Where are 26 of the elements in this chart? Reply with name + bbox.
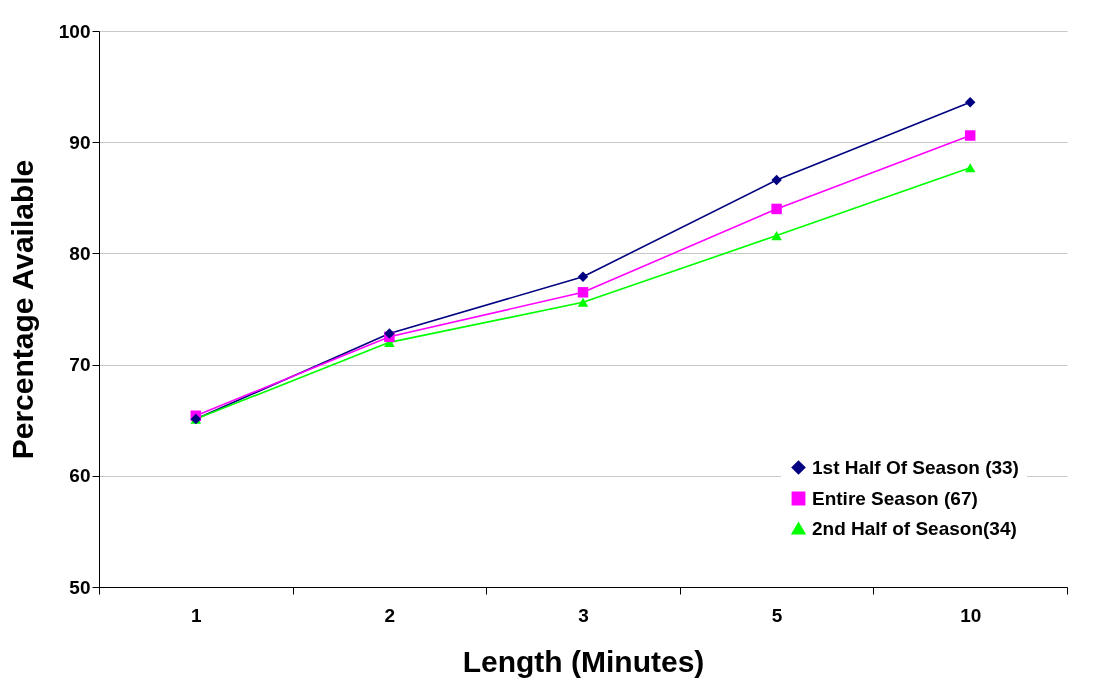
legend-label: Entire Season (67) — [812, 487, 978, 509]
x-tick-label: 10 — [960, 604, 982, 626]
x-tick-label: 5 — [771, 604, 783, 626]
point — [577, 297, 589, 307]
point — [577, 271, 589, 282]
point — [771, 203, 782, 215]
x-axis-title: Length (Minutes) — [462, 644, 705, 678]
y-tick-label: 90 — [69, 131, 91, 153]
point — [964, 96, 976, 108]
y-tick-label: 80 — [69, 242, 91, 264]
legend-label: 1st Half Of Season (33) — [812, 456, 1019, 478]
point — [771, 231, 782, 241]
x-tick-label: 3 — [578, 604, 589, 626]
point — [964, 163, 976, 173]
point — [384, 328, 395, 339]
x-tick-label: 2 — [384, 604, 396, 626]
legend-label: 2nd Half of Season(34) — [812, 517, 1017, 539]
point — [964, 130, 976, 141]
point — [771, 174, 782, 186]
y-axis-title: Percentage Available — [5, 159, 39, 460]
y-tick-label: 100 — [58, 20, 91, 42]
y-tick-label: 50 — [69, 576, 91, 598]
x-tick-label: 1 — [191, 604, 203, 626]
point — [577, 287, 589, 298]
y-tick-label: 60 — [69, 465, 91, 487]
y-tick-label: 70 — [69, 354, 91, 376]
